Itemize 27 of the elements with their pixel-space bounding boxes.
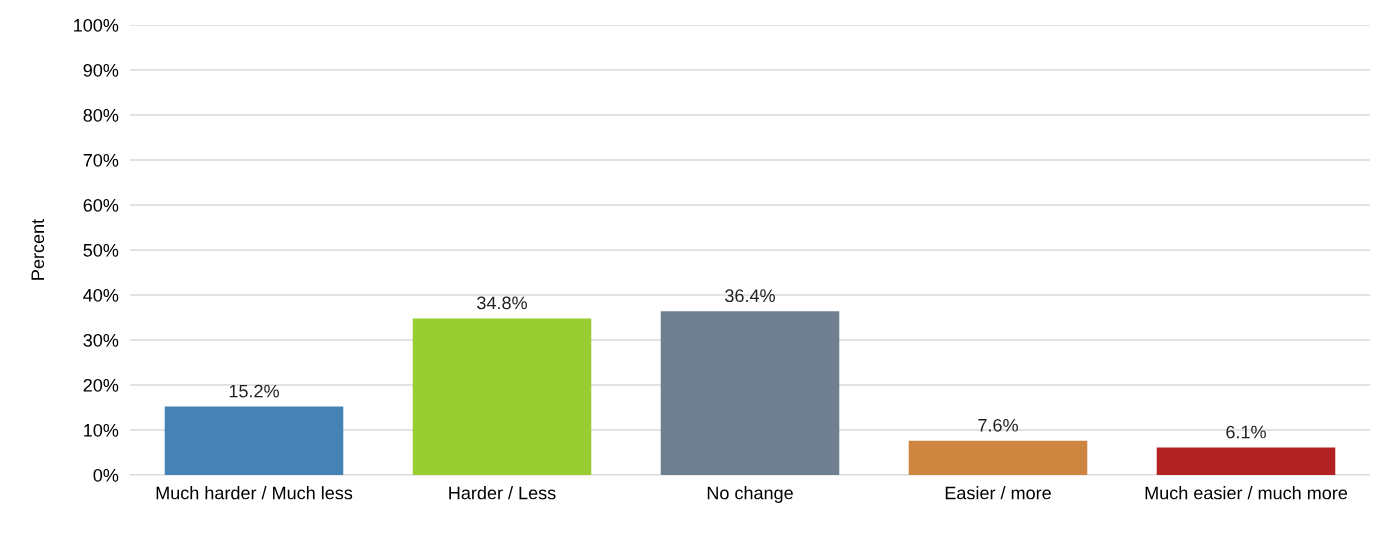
y-tick-label: 50% <box>83 243 119 257</box>
bar <box>1156 447 1336 475</box>
y-axis-title: Percent <box>31 219 45 280</box>
y-tick-label: 0% <box>93 468 119 482</box>
data-label: 34.8% <box>477 296 527 310</box>
data-label: 7.6% <box>978 418 1018 432</box>
y-tick-label: 60% <box>83 198 119 212</box>
data-label: 15.2% <box>229 384 279 398</box>
y-tick-label: 90% <box>83 63 119 77</box>
y-tick-label: 70% <box>83 153 119 167</box>
y-tick-label: 30% <box>83 333 119 347</box>
y-tick-label: 10% <box>84 423 119 437</box>
bar <box>908 440 1088 475</box>
data-label: 36.4% <box>725 289 775 303</box>
x-tick-label: Much harder / Much less <box>156 486 353 500</box>
bar <box>412 318 592 475</box>
x-tick-label: Harder / Less <box>449 486 556 500</box>
y-tick-label: 40% <box>83 288 119 302</box>
y-tick-label: 80% <box>83 108 119 122</box>
x-tick-label: Easier / more <box>945 486 1051 500</box>
x-tick-label: No change <box>707 486 793 503</box>
data-label: 6.1% <box>1226 425 1266 439</box>
y-tick-label: 20% <box>83 378 119 392</box>
x-tick-label: Much easier / much more <box>1145 486 1348 500</box>
y-tick-label: 100% <box>74 18 119 32</box>
bar <box>164 406 344 475</box>
bar <box>660 311 840 475</box>
